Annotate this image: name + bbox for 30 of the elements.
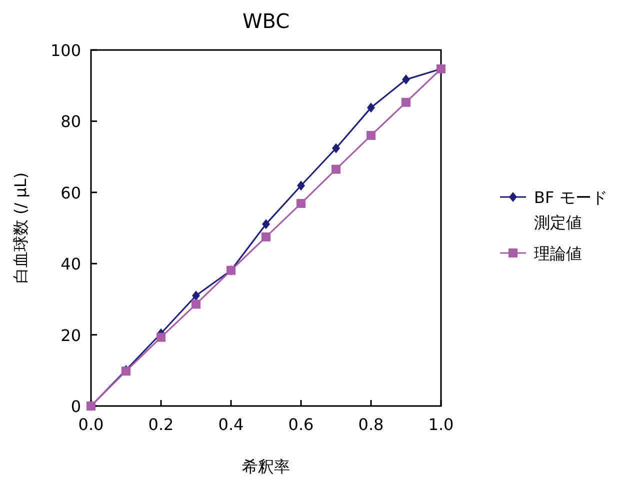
x-tick-label: 0.8 — [358, 415, 384, 434]
legend-label: 理論値 — [534, 244, 582, 263]
point — [332, 164, 340, 174]
point — [192, 300, 200, 309]
x-axis-title: 希釈率 — [242, 457, 290, 476]
y-tick-label: 60 — [60, 183, 81, 202]
y-tick-label: 0 — [70, 397, 81, 416]
point — [366, 130, 376, 140]
point — [156, 332, 166, 342]
y-axis-title: 白血球数 (/ μL) — [11, 172, 30, 284]
y-tick-label: 40 — [60, 254, 81, 274]
point — [192, 290, 200, 301]
point — [297, 180, 305, 191]
point — [367, 102, 375, 113]
x-tick-label: 0.4 — [218, 415, 244, 434]
point — [402, 98, 410, 107]
chart-title: WBC — [242, 9, 290, 33]
point — [332, 143, 340, 154]
point — [262, 219, 270, 230]
point — [262, 232, 270, 242]
point — [402, 74, 410, 85]
y-tick-label: 80 — [60, 112, 81, 132]
x-tick-label: 0.2 — [148, 415, 174, 434]
x-tick-label: 0.0 — [78, 415, 104, 434]
legend-label: BF モード測定値 — [534, 188, 608, 232]
y-tick-label: 20 — [60, 326, 81, 345]
point — [296, 198, 306, 208]
x-tick-label: 1.0 — [428, 415, 454, 434]
x-tick-label: 0.6 — [288, 415, 314, 434]
y-tick-label: 100 — [50, 41, 81, 60]
